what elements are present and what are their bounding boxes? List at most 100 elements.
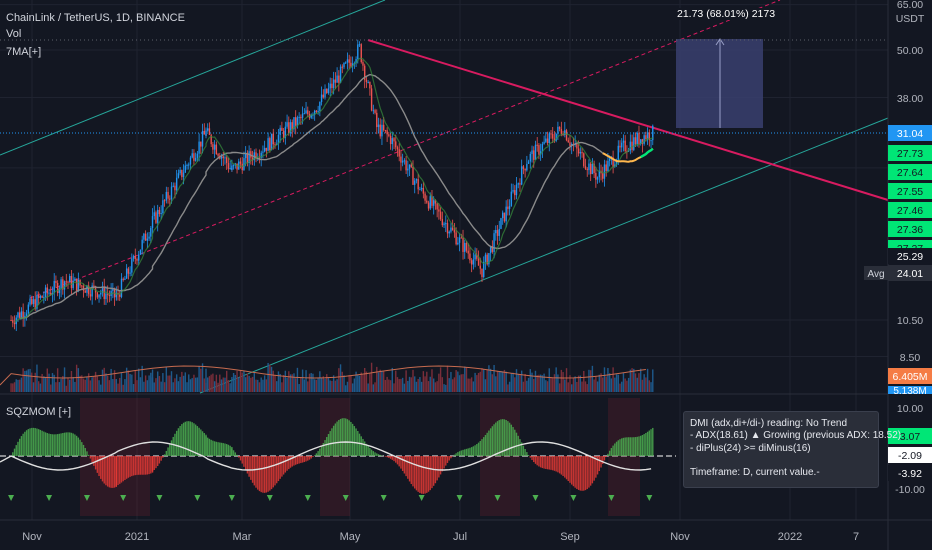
candle-body (165, 191, 168, 201)
volume-bar (265, 379, 268, 392)
sqz-histogram-bar (184, 421, 186, 456)
volume-bar (345, 385, 347, 392)
sqz-histogram-bar (134, 456, 136, 476)
sqz-histogram-bar (584, 456, 587, 491)
volume-bar (562, 372, 564, 392)
sqz-histogram-bar (472, 446, 475, 456)
volume-bar (96, 376, 99, 392)
sqz-histogram-bar (331, 428, 333, 456)
volume-bar (398, 379, 400, 392)
volume-bar (393, 383, 395, 392)
volume-bar (327, 377, 330, 392)
candle-body (193, 153, 195, 161)
sqz-histogram-bar (74, 434, 76, 456)
volume-bar (101, 369, 104, 392)
volume-bar (307, 381, 309, 392)
sqz-histogram-bar (546, 456, 549, 470)
volume-bar (244, 377, 247, 392)
volume-bar (215, 374, 218, 392)
candle-body (184, 165, 186, 173)
volume-bar (75, 364, 78, 392)
ma-value-badge: 27.46 (897, 205, 923, 217)
volume-bar (369, 373, 371, 392)
sqz-histogram-bar (36, 428, 38, 456)
sqzmom-legend[interactable]: SQZMOM [+] (6, 406, 72, 418)
sqzmom-pane (0, 398, 676, 516)
ma-value-badge-bg (888, 183, 932, 199)
volume-bar (567, 382, 569, 392)
candle-body (348, 59, 350, 63)
candle-body (244, 152, 247, 159)
sqz-histogram-bar (443, 456, 445, 469)
volume-bar (622, 372, 625, 392)
candle-body (407, 168, 409, 171)
candle-body (415, 179, 418, 181)
candle-body (151, 216, 154, 223)
volume-bar (84, 379, 86, 392)
volume-bar (583, 370, 585, 392)
sqz-signal-triangle (194, 495, 201, 501)
sqz-histogram-bar (522, 445, 525, 456)
sqz-histogram-bar (108, 456, 111, 488)
volume-bar (127, 370, 130, 392)
candle-body (91, 285, 93, 297)
sqz-histogram-bar (571, 456, 573, 485)
candle-body (622, 140, 625, 143)
sqz-histogram-bar (157, 456, 159, 467)
volume-bar (491, 374, 494, 392)
sqz-histogram-bar (119, 456, 121, 484)
sqz-histogram-bar (603, 456, 606, 461)
volume-bar (201, 363, 204, 392)
candle-body (583, 153, 585, 167)
volume-bar (405, 370, 407, 392)
candle-body (602, 173, 604, 179)
candle-body (522, 166, 525, 169)
time-tick: Nov (670, 531, 690, 543)
ma-legend[interactable]: 7MA[+] (6, 46, 42, 58)
sqz-histogram-bar (588, 456, 590, 488)
sqz-histogram-bar (581, 456, 583, 491)
sqz-histogram-bar (386, 456, 388, 458)
volume-bar (117, 383, 119, 392)
moving-averages (14, 57, 654, 323)
sqz-histogram-bar (624, 437, 626, 456)
candle-body (169, 198, 171, 200)
candle-body (194, 157, 197, 161)
volume-partial-bg (888, 386, 932, 394)
sqz-histogram-bar (429, 456, 431, 491)
volume-bar (100, 384, 102, 392)
price-axis[interactable]: USDT 65.00 50.00 38.00 10.50 8.50 31.04 27.73 27… (864, 0, 932, 496)
volume-bar (339, 364, 342, 392)
volume-bar (438, 373, 440, 392)
volume-bar (557, 374, 559, 392)
candle-body (203, 130, 205, 135)
time-axis[interactable]: Nov 2021 Mar May Jul Sep Nov 2022 7 (22, 531, 859, 543)
candle-body (529, 153, 531, 162)
volume-bar (605, 376, 607, 392)
sqz-histogram-bar (586, 456, 588, 490)
volume-bar (169, 375, 171, 392)
volume-bar (29, 368, 31, 392)
volume-bar (483, 369, 485, 392)
candle-body (307, 110, 309, 114)
candle-body (122, 278, 124, 280)
volume-bar (360, 372, 362, 392)
candle-body (446, 223, 449, 234)
candle-body (472, 259, 475, 265)
candle-body (250, 151, 252, 158)
price-tick: 50.00 (897, 45, 923, 57)
sqz-histogram-bar (558, 456, 561, 474)
candle-body (315, 110, 318, 112)
sqz-histogram-bar (476, 444, 478, 456)
candle-body (638, 133, 640, 144)
measure-tool[interactable] (676, 38, 763, 128)
candle-body (150, 228, 152, 237)
sqz-value-badge: 3.07 (900, 431, 921, 443)
candle-body (379, 124, 381, 137)
candle-body (265, 147, 268, 151)
sqz-histogram-bar (400, 456, 402, 469)
sqz-histogram-bar (322, 443, 324, 456)
sqz-histogram-bar (427, 456, 430, 492)
volume-legend[interactable]: Vol (6, 28, 22, 40)
